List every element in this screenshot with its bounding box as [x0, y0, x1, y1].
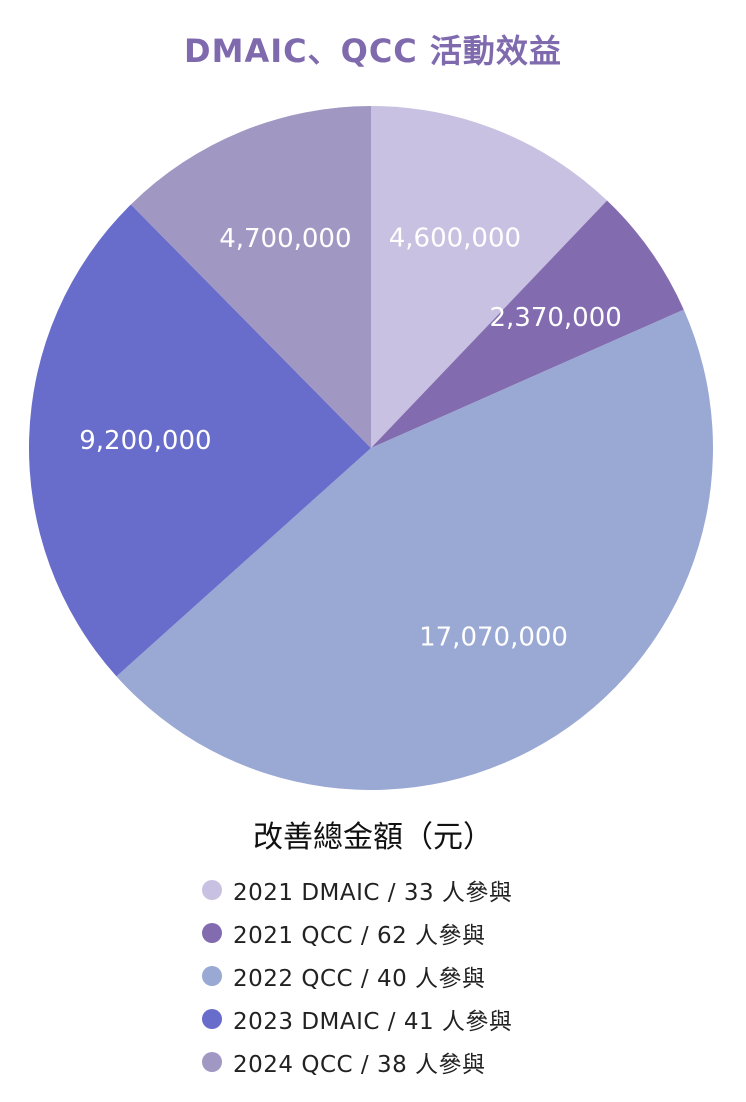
slice-value-label-0: 4,600,000	[389, 223, 521, 253]
chart-title: DMAIC、QCC 活動效益	[184, 32, 562, 70]
legend-item-4: 2024 QCC / 38 人參與	[202, 1040, 512, 1083]
legend-label-0: 2021 DMAIC / 33 人參與	[233, 879, 513, 906]
pie-slice-2	[116, 309, 713, 791]
legend-label-1: 2021 QCC / 62 人參與	[233, 922, 486, 949]
legend-swatch-4	[202, 1051, 222, 1072]
pie-slice-1	[371, 200, 684, 448]
legend: 2021 DMAIC / 33 人參與 2021 QCC / 62 人參與 2022…	[202, 868, 512, 1083]
legend-title: 改善總金額（元）	[253, 820, 493, 855]
legend-swatch-1	[202, 922, 222, 943]
pie-chart: 4,600,000 2,370,000 17,070,000 9,200,000 4,7…	[28, 106, 713, 791]
slice-value-label-4: 4,700,000	[219, 224, 351, 254]
slice-value-label-3: 9,200,000	[79, 426, 211, 456]
slice-value-label-1: 2,370,000	[489, 303, 621, 333]
legend-swatch-2	[202, 965, 222, 986]
legend-item-2: 2022 QCC / 40 人參與	[202, 954, 512, 997]
legend-item-1: 2021 QCC / 62 人參與	[202, 911, 512, 954]
pie-slice-0	[371, 106, 608, 448]
legend-label-3: 2023 DMAIC / 41 人參與	[233, 1008, 513, 1035]
legend-item-3: 2023 DMAIC / 41 人參與	[202, 997, 512, 1040]
slice-value-label-2: 17,070,000	[419, 623, 568, 653]
legend-swatch-0	[202, 879, 222, 900]
pie-slice-3	[28, 204, 371, 677]
legend-label-4: 2024 QCC / 38 人參與	[233, 1051, 486, 1078]
legend-swatch-3	[202, 1008, 222, 1029]
legend-item-0: 2021 DMAIC / 33 人參與	[202, 868, 512, 911]
legend-label-2: 2022 QCC / 40 人參與	[233, 965, 486, 992]
pie-slice-4	[130, 106, 371, 448]
